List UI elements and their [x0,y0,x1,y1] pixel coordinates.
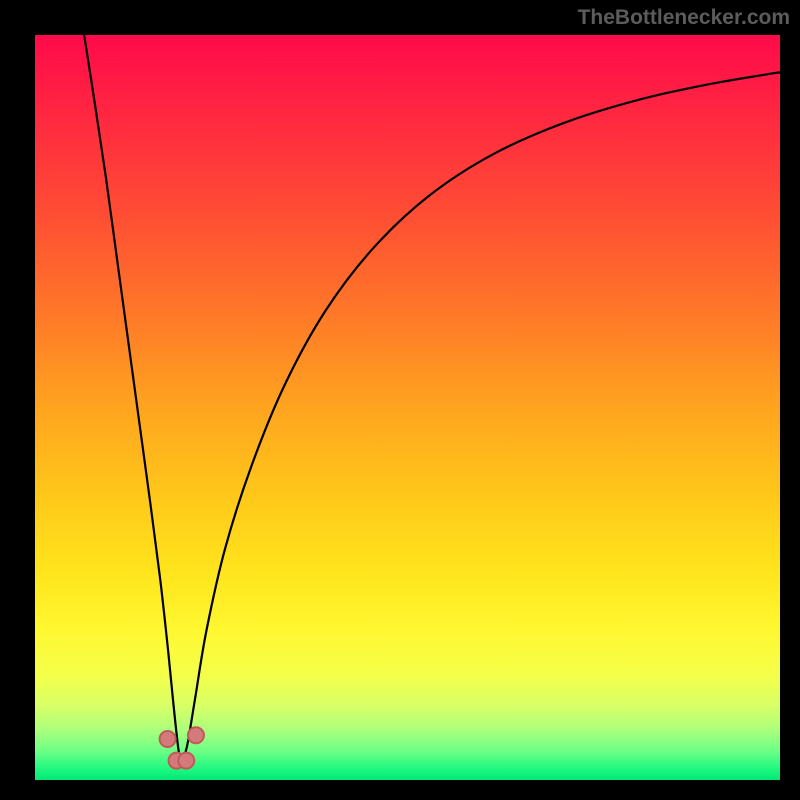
curve-layer [35,35,780,780]
data-marker [160,731,176,747]
data-marker [178,753,194,769]
chart-container: TheBottlenecker.com [0,0,800,800]
data-markers [160,727,204,768]
bottleneck-curve [84,35,780,765]
plot-area [35,35,780,780]
watermark-text: TheBottlenecker.com [578,6,790,30]
data-marker [188,727,204,743]
